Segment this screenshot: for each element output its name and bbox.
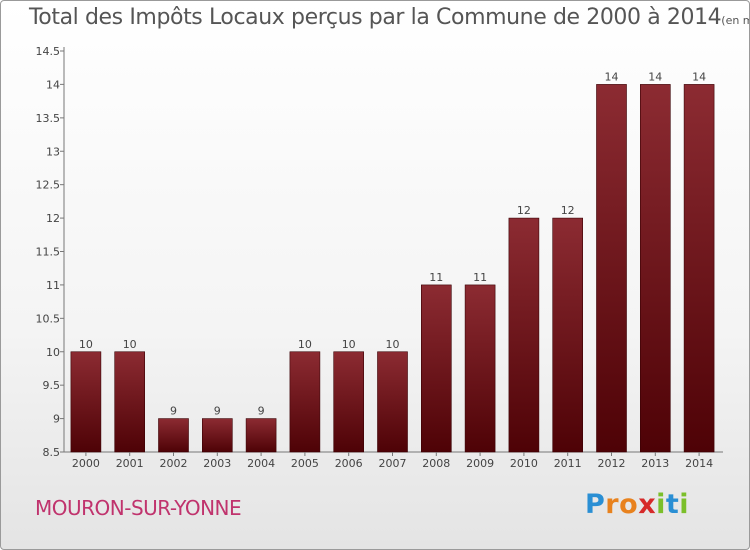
bar-value-label: 9 <box>170 405 177 418</box>
bar-group: 10 10 9 9 9 10 10 10 11 11 12 12 14 14 14 <box>70 70 715 453</box>
bar <box>333 351 365 453</box>
y-tick-label: 14.5 <box>36 45 61 58</box>
x-tick-label: 2011 <box>554 457 582 470</box>
bar-value-label: 10 <box>342 338 356 351</box>
x-tick-label: 2005 <box>291 457 319 470</box>
bar <box>639 84 671 453</box>
logo-letter: r <box>605 489 620 520</box>
bar <box>202 418 233 453</box>
bar-value-label: 10 <box>386 338 400 351</box>
bar <box>70 351 102 453</box>
x-tick-label: 2003 <box>203 457 231 470</box>
x-tick-label: 2002 <box>160 457 188 470</box>
y-tick-label: 9.5 <box>43 379 61 392</box>
bar-value-label: 14 <box>648 70 662 83</box>
y-tick-label: 10.5 <box>36 312 61 325</box>
x-tick-label: 2009 <box>466 457 494 470</box>
logo-letter: o <box>619 489 639 520</box>
y-tick-labels: 8.5 9 9.5 10 10.5 11 11.5 12 12.5 13 13.5 14 14.5 <box>36 45 64 459</box>
bar-value-label: 9 <box>258 405 265 418</box>
y-tick-label: 12.5 <box>36 179 61 192</box>
x-tick-label: 2001 <box>116 457 144 470</box>
bar <box>245 418 277 453</box>
bar <box>114 351 145 453</box>
bar-value-label: 14 <box>605 70 619 83</box>
logo-letter: x <box>638 489 657 520</box>
bar-value-label: 12 <box>517 204 531 217</box>
bar-value-label: 12 <box>561 204 575 217</box>
commune-name: MOURON-SUR-YONNE <box>35 496 242 520</box>
logo-letter: i <box>679 489 690 520</box>
bar <box>683 84 715 453</box>
bar <box>464 284 496 453</box>
bar-value-label: 10 <box>298 338 312 351</box>
bar-value-label: 14 <box>692 70 706 83</box>
bar-value-label: 10 <box>123 338 137 351</box>
y-tick-label: 8.5 <box>43 446 61 459</box>
bar-value-label: 9 <box>214 405 221 418</box>
x-tick-label: 2012 <box>598 457 626 470</box>
x-tick-label: 2014 <box>685 457 713 470</box>
x-tick-label: 2007 <box>379 457 407 470</box>
x-tick-label: 2013 <box>641 457 669 470</box>
y-tick-label: 10 <box>46 346 60 359</box>
logo-letter: i <box>656 489 666 520</box>
y-tick-label: 14 <box>46 78 60 91</box>
bar <box>596 84 627 453</box>
x-tick-label: 2006 <box>335 457 363 470</box>
y-tick-label: 11.5 <box>36 246 61 259</box>
bar <box>377 351 408 453</box>
x-tick-label: 2010 <box>510 457 538 470</box>
logo-letter: t <box>665 489 680 520</box>
x-tick-label: 2000 <box>72 457 100 470</box>
bar <box>420 284 452 453</box>
logo-letter: P <box>585 489 606 520</box>
y-tick-label: 12 <box>46 212 60 225</box>
x-tick-label: 2008 <box>422 457 450 470</box>
bar <box>508 217 540 453</box>
bar-value-label: 11 <box>473 271 487 284</box>
bar-value-label: 11 <box>429 271 443 284</box>
chart-title: Total des Impôts Locaux perçus par la Co… <box>29 5 749 30</box>
x-tick-label: 2004 <box>247 457 275 470</box>
x-tick-labels: 2000 2001 2002 2003 2004 2005 2006 2007 2008 2009… <box>72 452 713 470</box>
y-tick-label: 13 <box>46 145 60 158</box>
y-tick-label: 9 <box>53 413 60 426</box>
chart-title-text: Total des Impôts Locaux perçus par la Co… <box>29 5 722 30</box>
y-tick-label: 11 <box>46 279 60 292</box>
bar <box>158 418 189 453</box>
chart-subtitle: (en milliers d'€) <box>721 14 749 27</box>
y-tick-label: 13.5 <box>36 112 61 125</box>
bar <box>289 351 321 453</box>
bar-value-label: 10 <box>79 338 93 351</box>
proxiti-logo: Proxiti <box>585 489 689 520</box>
bar <box>552 217 584 453</box>
